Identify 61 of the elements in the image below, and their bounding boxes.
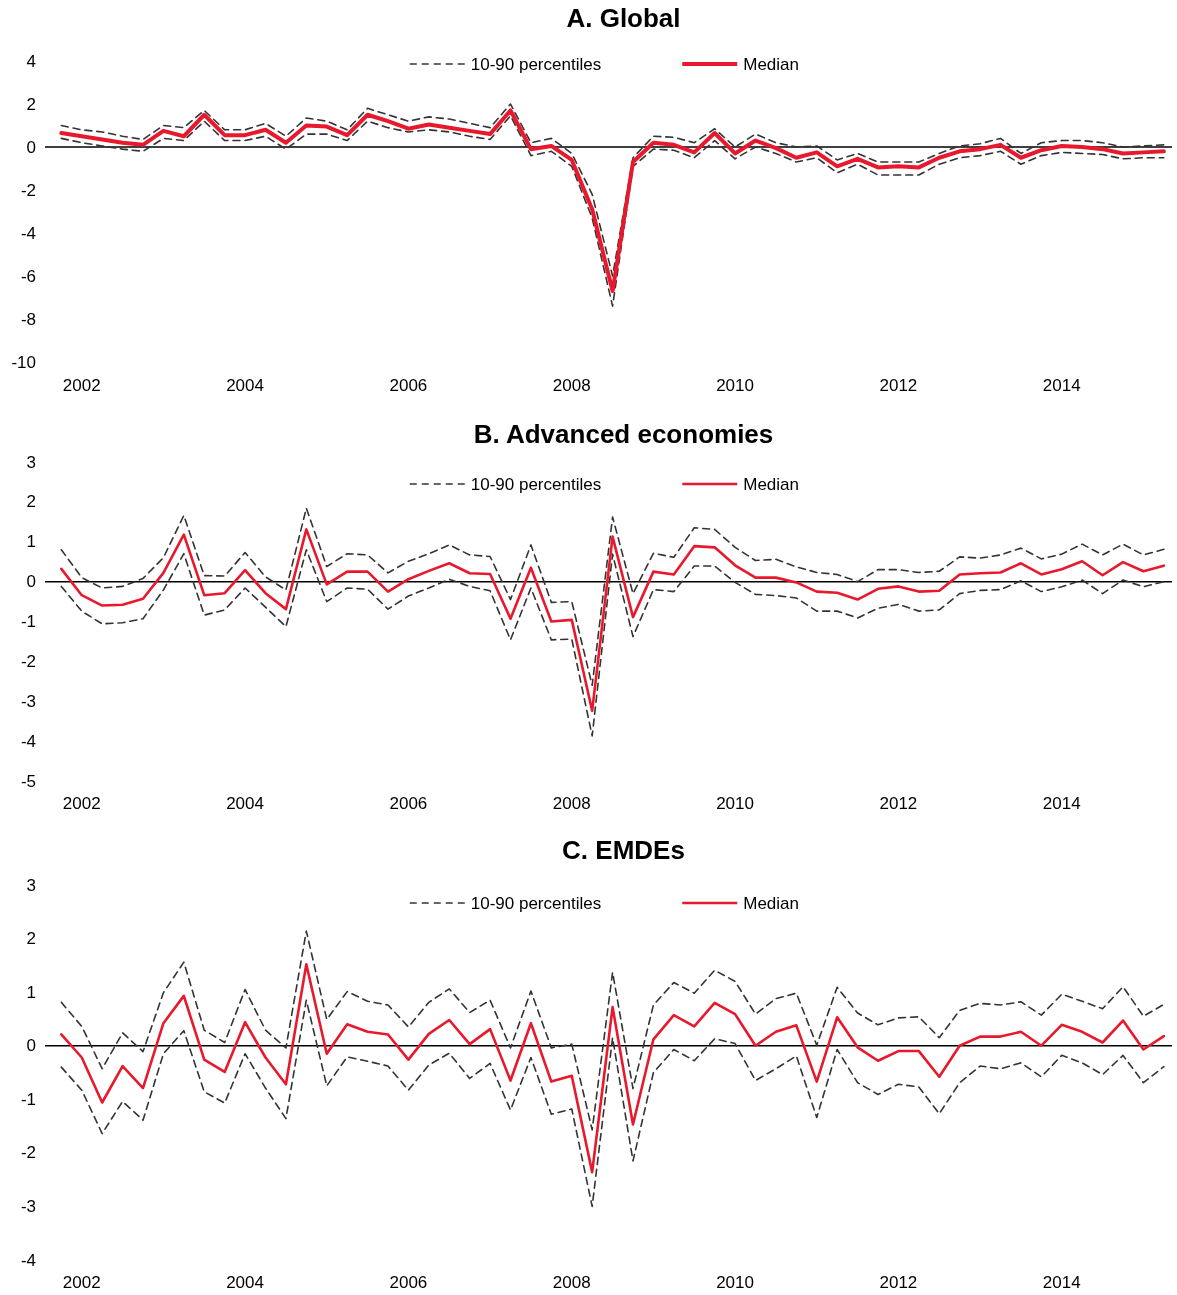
line-series — [60, 930, 1165, 1131]
x-tick-label: 2006 — [389, 1272, 428, 1292]
y-tick-label: 2 — [26, 94, 36, 114]
y-tick-label: 2 — [26, 929, 36, 949]
y-tick-label: 0 — [26, 1036, 36, 1056]
y-tick-label: -10 — [11, 352, 36, 372]
y-tick-label: 1 — [26, 532, 36, 552]
line-series — [60, 999, 1165, 1208]
chart-title: C. EMDEs — [562, 835, 685, 865]
y-tick-label: 3 — [26, 452, 36, 472]
line-series — [60, 548, 1165, 737]
y-tick-label: 1 — [26, 982, 36, 1002]
x-tick-label: 2006 — [389, 793, 428, 813]
legend-label: 10-90 percentiles — [470, 54, 602, 74]
x-tick-label: 2008 — [552, 375, 591, 395]
x-tick-label: 2012 — [879, 1272, 918, 1292]
chart-title: A. Global — [566, 3, 681, 33]
legend-label: Median — [743, 54, 800, 74]
y-tick-label: -3 — [20, 1196, 36, 1216]
y-tick-label: -2 — [20, 1143, 36, 1163]
y-tick-label: 4 — [26, 51, 36, 71]
x-tick-label: 2002 — [62, 375, 101, 395]
y-tick-label: 2 — [26, 492, 36, 512]
x-tick-label: 2008 — [552, 793, 591, 813]
x-tick-label: 2012 — [879, 793, 918, 813]
chart-title: B. Advanced economies — [473, 419, 774, 449]
y-tick-label: -4 — [20, 731, 36, 751]
x-tick-label: 2014 — [1042, 375, 1081, 395]
line-series — [60, 962, 1166, 1174]
line-series — [60, 528, 1166, 713]
y-tick-label: 0 — [26, 137, 36, 157]
x-tick-label: 2004 — [226, 375, 264, 395]
y-tick-label: -6 — [20, 266, 36, 286]
legend-label: 10-90 percentiles — [470, 893, 602, 913]
y-tick-label: -8 — [20, 309, 36, 329]
x-tick-label: 2002 — [62, 793, 101, 813]
y-tick-label: -2 — [20, 651, 36, 671]
x-tick-label: 2006 — [389, 375, 428, 395]
y-tick-label: -4 — [20, 223, 36, 243]
x-tick-label: 2002 — [62, 1272, 101, 1292]
y-tick-label: -1 — [20, 1089, 36, 1109]
legend-label: Median — [743, 893, 800, 913]
x-tick-label: 2014 — [1042, 1272, 1081, 1292]
y-tick-label: -3 — [20, 691, 36, 711]
x-tick-label: 2014 — [1042, 793, 1081, 813]
x-tick-label: 2004 — [226, 793, 264, 813]
x-tick-label: 2010 — [716, 1272, 754, 1292]
y-tick-label: 3 — [26, 875, 36, 895]
legend-label: Median — [743, 474, 800, 494]
y-tick-label: -2 — [20, 180, 36, 200]
y-tick-label: 0 — [26, 572, 36, 592]
x-tick-label: 2010 — [716, 375, 754, 395]
legend-label: 10-90 percentiles — [470, 474, 602, 494]
x-tick-label: 2010 — [716, 793, 754, 813]
y-tick-label: -1 — [20, 612, 36, 631]
y-tick-label: -5 — [20, 771, 36, 791]
x-tick-label: 2012 — [879, 375, 918, 395]
x-tick-label: 2004 — [226, 1272, 264, 1292]
line-series — [60, 507, 1165, 687]
x-tick-label: 2008 — [552, 1272, 591, 1292]
y-tick-label: -4 — [20, 1250, 36, 1270]
